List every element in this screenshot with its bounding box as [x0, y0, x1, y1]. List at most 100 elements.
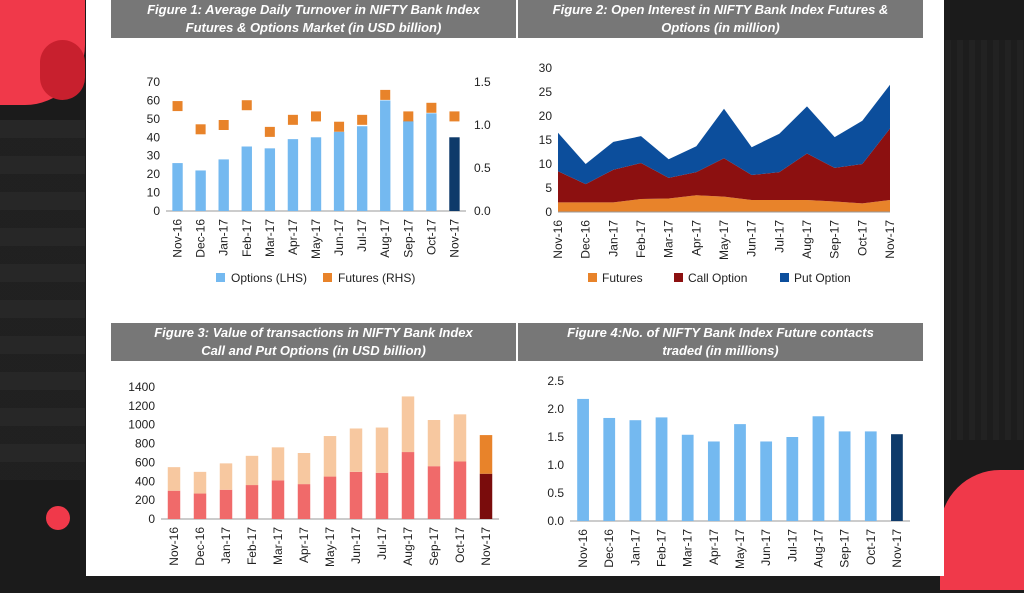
figure-1-futures-marker	[311, 111, 321, 122]
figure-3-x-tick-label: Apr-17	[297, 527, 311, 563]
figure-2-x-tick-label: Oct-17	[855, 220, 869, 256]
figure-2-legend-swatch-futures	[588, 273, 597, 282]
figure-4-x-tick-label: Nov-17	[890, 529, 904, 568]
figure-3-y-tick-label: 400	[135, 474, 155, 488]
figure-1-options-bar	[310, 137, 322, 211]
figure-3-put-bar	[323, 436, 337, 477]
figure-4-bar	[838, 431, 851, 521]
figure-1-options-bar	[264, 148, 276, 211]
figure-2-x-tick-label: Dec-16	[579, 220, 593, 259]
figure-1-title-bar: Figure 1: Average Daily Turnover in NIFT…	[111, 0, 516, 38]
figure-1-x-tick-label: Jun-17	[332, 219, 346, 256]
figure-2-legend-swatch-put-option	[780, 273, 789, 282]
figure-1-x-tick-label: May-17	[309, 219, 323, 259]
figure-1-futures-marker	[264, 126, 275, 137]
figure-3-title-bar: Figure 3: Value of transactions in NIFTY…	[111, 323, 516, 361]
figure-4-x-tick-label: Jul-17	[785, 529, 799, 562]
figure-3-x-tick-label: Jan-17	[219, 527, 233, 564]
figure-2-y-tick-label: 20	[539, 109, 553, 123]
figure-4-x-tick-label: Aug-17	[811, 529, 825, 568]
figure-4-x-tick-label: Oct-17	[864, 529, 878, 565]
figure-1-right-y-tick-label: 0.5	[474, 161, 491, 175]
figure-1-right-y-tick-label: 1.5	[474, 75, 491, 89]
figure-3-call-bar	[323, 476, 337, 519]
figure-1-options-bar	[356, 126, 368, 211]
figure-3-subtitle: Call and Put Options (in USD billion)	[201, 343, 426, 358]
figure-4-bar	[603, 417, 616, 521]
figure-1-x-tick-label: Nov-17	[447, 219, 461, 258]
figure-1-x-tick-label: Dec-16	[194, 219, 208, 258]
figure-2-call-option-area	[558, 128, 890, 204]
figure-2-x-tick-label: Aug-17	[800, 220, 814, 259]
figure-4-x-tick-label: May-17	[733, 529, 747, 569]
figure-1-futures-marker	[403, 111, 414, 122]
figure-1-x-tick-label: Sep-17	[401, 219, 415, 258]
figure-1-left-y-tick-label: 30	[147, 149, 161, 163]
figure-4-bar	[681, 434, 694, 521]
figure-3-call-bar	[349, 471, 363, 519]
figure-1-options-bar	[241, 146, 252, 211]
figure-3-x-tick-label: Feb-17	[245, 527, 259, 565]
figure-1-right-y-tick-label: 1.0	[474, 118, 491, 132]
figure-1-left-y-tick-label: 40	[147, 130, 161, 144]
figure-1-options-bar	[218, 159, 229, 211]
figure-1-panel: Figure 1: Average Daily Turnover in NIFT…	[111, 0, 516, 285]
figure-1-left-y-tick-label: 0	[153, 204, 160, 218]
figure-4-y-tick-label: 0.5	[547, 486, 564, 500]
figure-3-panel: Figure 3: Value of transactions in NIFTY…	[111, 323, 516, 593]
figure-2-y-tick-label: 15	[539, 133, 553, 147]
figure-4-bar	[734, 424, 746, 521]
figure-3-call-bar	[401, 452, 415, 519]
figure-1-options-bar	[287, 139, 299, 211]
figure-3-y-tick-label: 800	[135, 437, 155, 451]
figure-2-legend-label-call-option: Call Option	[688, 271, 747, 285]
figure-3-put-bar	[427, 420, 441, 467]
figure-4-x-tick-label: Sep-17	[838, 529, 852, 568]
figure-2-y-tick-label: 5	[545, 181, 552, 195]
figure-1-futures-marker	[172, 101, 183, 112]
figure-3-y-tick-label: 1400	[128, 380, 155, 394]
figure-4-y-tick-label: 0.0	[547, 514, 564, 528]
figure-3-put-bar	[401, 396, 415, 453]
figure-4-bar	[577, 398, 589, 521]
figure-4-chart: 0.0 0.5 1.0 1.5 2.0 2.5 Nov-16 Dec-16 Jan-17 Feb-…	[547, 374, 910, 569]
figure-2-x-tick-label: Sep-17	[828, 220, 842, 259]
figure-1-futures-marker	[241, 100, 252, 111]
figure-1-futures-marker	[357, 114, 368, 125]
figure-2-x-tick-label: Nov-16	[551, 220, 565, 259]
figure-4-y-tick-label: 1.5	[547, 430, 564, 444]
figure-1-x-tick-label: Mar-17	[263, 219, 277, 257]
figure-2-x-tick-label: Jan-17	[606, 220, 620, 257]
figure-1-futures-marker	[449, 111, 460, 122]
figure-3-x-tick-label: Dec-16	[193, 527, 207, 566]
figure-1-options-bar	[380, 100, 391, 211]
figure-2-y-tick-label: 10	[539, 157, 553, 171]
figure-3-x-tick-label: Jun-17	[349, 527, 363, 564]
figure-2-y-tick-label: 30	[539, 61, 553, 75]
figure-1-left-y-tick-label: 50	[147, 112, 161, 126]
figure-3-y-tick-label: 200	[135, 493, 155, 507]
figure-1-left-y-tick-label: 10	[147, 186, 161, 200]
figure-4-x-tick-label: Jun-17	[759, 529, 773, 566]
figure-2-y-tick-label: 0	[545, 205, 552, 219]
figure-3-call-bar	[271, 480, 285, 519]
figure-2-y-tick-label: 25	[539, 85, 553, 99]
figure-4-x-tick-label: Feb-17	[655, 529, 669, 567]
figure-1-futures-marker	[195, 124, 206, 135]
figure-1-x-tick-label: Feb-17	[240, 219, 254, 257]
figure-1-subtitle: Futures & Options Market (in USD billion…	[185, 20, 442, 35]
figure-1-x-tick-label: Jan-17	[217, 219, 231, 256]
figure-4-y-tick-label: 1.0	[547, 458, 564, 472]
figure-3-call-bar	[193, 493, 207, 519]
figure-4-bar	[786, 437, 799, 521]
figure-1-x-tick-label: Nov-16	[171, 219, 185, 258]
figure-1-chart: 0 10 20 30 40 50 60 70 0.0 0.5 1.0 1.5 Nov-16 Dec-16 J…	[147, 75, 491, 285]
figure-1-options-bar	[426, 113, 437, 211]
figure-1-left-y-tick-label: 20	[147, 167, 161, 181]
figure-2-futures-area	[558, 195, 890, 212]
figure-2-x-tick-label: Feb-17	[634, 220, 648, 258]
decorative-red-blob	[40, 40, 85, 100]
figure-3-put-bar	[219, 463, 233, 490]
figure-3-call-bar	[479, 473, 493, 519]
figure-1-futures-marker	[426, 102, 437, 113]
